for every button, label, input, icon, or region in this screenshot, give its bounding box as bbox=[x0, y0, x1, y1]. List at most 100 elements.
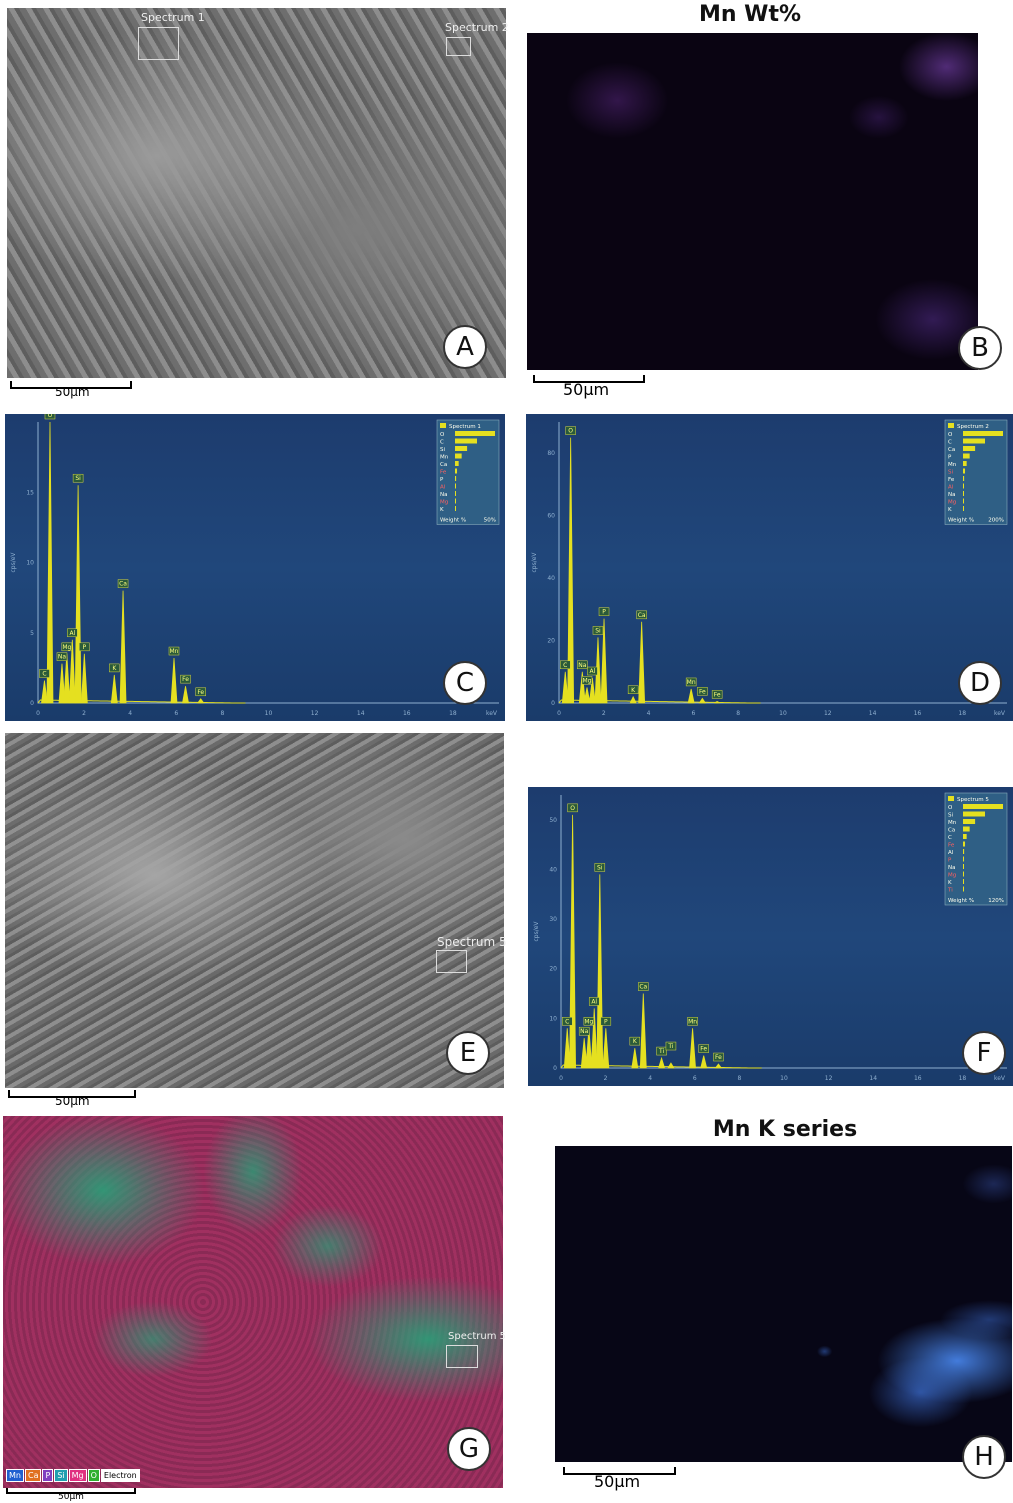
roi-spectrum-1-label: Spectrum 1 bbox=[141, 11, 205, 24]
panel-e-sem-image bbox=[5, 733, 504, 1088]
spectrum-peak-ca bbox=[119, 590, 127, 704]
panel-a-sem-image bbox=[7, 8, 506, 378]
svg-text:200%: 200% bbox=[988, 518, 1004, 524]
svg-text:Fe: Fe bbox=[197, 689, 204, 696]
panel-d-spectrum: cps/eV keV 0 2 4 6 8 10 12 14 16 18 0 20 40 60 80 O Ca P Si N… bbox=[526, 414, 1013, 721]
svg-text:O: O bbox=[948, 805, 953, 811]
svg-text:Spectrum 1: Spectrum 1 bbox=[449, 424, 481, 430]
spectrum-peak-o bbox=[46, 421, 54, 704]
map-key-ca: Ca bbox=[24, 1469, 42, 1482]
spectrum-peak-fe bbox=[698, 697, 707, 704]
svg-text:Si: Si bbox=[440, 447, 445, 453]
spectrum-peak-na bbox=[58, 663, 66, 704]
spectrum-peak-si bbox=[596, 874, 604, 1069]
panel-b-letter: B bbox=[958, 326, 1002, 370]
svg-text:Ti: Ti bbox=[947, 888, 953, 894]
svg-text:Spectrum 5: Spectrum 5 bbox=[957, 797, 989, 803]
svg-text:Na: Na bbox=[440, 492, 448, 498]
spectrum-peak-al bbox=[68, 639, 76, 704]
x-tick-label: 4 bbox=[128, 710, 132, 717]
x-tick-label: 0 bbox=[559, 1075, 563, 1082]
svg-text:Al: Al bbox=[440, 485, 446, 491]
svg-text:Fe: Fe bbox=[182, 676, 189, 683]
svg-text:Mg: Mg bbox=[948, 873, 956, 879]
svg-text:Weight %: Weight % bbox=[948, 898, 974, 904]
x-tick-label: 2 bbox=[82, 710, 86, 717]
spectrum-peak-ti bbox=[658, 1056, 666, 1069]
peak-label-fe: Fe bbox=[697, 687, 708, 696]
peak-label-al: Al bbox=[587, 666, 598, 676]
svg-text:Weight %: Weight % bbox=[440, 518, 466, 524]
panel-e-letter: E bbox=[446, 1031, 490, 1075]
spectrum-peak-fe bbox=[700, 1055, 708, 1069]
map-key-electron: Electron bbox=[100, 1469, 140, 1482]
svg-text:Ca: Ca bbox=[638, 612, 646, 619]
roi-spectrum-5-map-label: Spectrum 5 bbox=[448, 1331, 506, 1342]
y-tick-label: 0 bbox=[553, 1065, 557, 1072]
y-tick-label: 20 bbox=[549, 966, 557, 973]
roi-spectrum-5[interactable] bbox=[436, 950, 467, 973]
svg-text:P: P bbox=[83, 644, 87, 651]
x-tick-label: 4 bbox=[648, 1075, 652, 1082]
roi-spectrum-5-label: Spectrum 5 bbox=[437, 935, 507, 949]
x-tick-label: 10 bbox=[265, 710, 273, 717]
svg-text:O: O bbox=[570, 805, 575, 812]
svg-text:O: O bbox=[948, 432, 953, 438]
x-tick-label: 2 bbox=[602, 710, 606, 717]
roi-spectrum-5-map[interactable] bbox=[446, 1345, 478, 1368]
x-tick-label: 16 bbox=[914, 1075, 922, 1082]
spectrum-peak-k bbox=[631, 1048, 639, 1069]
peak-label-k: K bbox=[109, 663, 120, 673]
spectrum-peak-mn bbox=[687, 688, 695, 704]
panel-g-scale-label: 50µm bbox=[58, 1492, 84, 1502]
peak-label-mg: Mg bbox=[61, 642, 73, 652]
panel-c-spectrum: cps/eV keV 0 2 4 6 8 10 12 14 16 18 0 5 10 15 O Si Ca Mn Al M… bbox=[5, 410, 505, 721]
map-key-mn: Mn bbox=[6, 1469, 24, 1482]
spectrum-axes bbox=[560, 795, 1007, 1069]
spectrum-axes bbox=[37, 422, 499, 704]
y-tick-label: 0 bbox=[30, 700, 34, 707]
roi-spectrum-2[interactable] bbox=[446, 37, 471, 56]
spectrum-xunit: keV bbox=[486, 710, 498, 717]
spectrum-peak-fe bbox=[182, 686, 189, 704]
spectrum-xunit: keV bbox=[994, 710, 1006, 717]
peak-label-fe: Fe bbox=[698, 1044, 709, 1053]
y-tick-label: 50 bbox=[549, 817, 557, 824]
panel-g-letter: G bbox=[447, 1427, 491, 1471]
panel-a-letter: A bbox=[443, 325, 487, 369]
peak-label-o: O bbox=[44, 410, 56, 420]
peak-label-si: Si bbox=[594, 863, 606, 872]
peak-label-na: Na bbox=[578, 1026, 590, 1036]
svg-text:Si: Si bbox=[595, 627, 601, 634]
x-tick-label: 12 bbox=[824, 710, 832, 717]
spectrum-peak-si bbox=[74, 485, 82, 704]
svg-text:50%: 50% bbox=[484, 518, 496, 524]
svg-text:Spectrum 2: Spectrum 2 bbox=[957, 424, 989, 430]
x-tick-label: 12 bbox=[825, 1075, 833, 1082]
y-tick-label: 5 bbox=[30, 630, 34, 637]
roi-spectrum-1[interactable] bbox=[138, 27, 179, 60]
peak-label-fe: Fe bbox=[711, 690, 723, 699]
x-tick-label: 16 bbox=[403, 710, 411, 717]
svg-text:O: O bbox=[440, 432, 445, 438]
spectrum-f-chart: cps/eV keV 0 2 4 6 8 10 12 14 16 18 0 10 20 30 40 50 O Si Ca… bbox=[533, 792, 1008, 1082]
svg-text:K: K bbox=[948, 507, 952, 513]
x-tick-label: 10 bbox=[779, 710, 787, 717]
svg-text:Ca: Ca bbox=[119, 581, 127, 588]
svg-text:Na: Na bbox=[948, 492, 956, 498]
panel-f-letter: F bbox=[962, 1031, 1006, 1075]
peak-label-p: P bbox=[600, 1017, 612, 1026]
roi-spectrum-2-label: Spectrum 2 bbox=[445, 21, 509, 34]
svg-text:Ca: Ca bbox=[948, 828, 955, 834]
spectrum-peak-ca bbox=[639, 993, 647, 1069]
spectrum-peak-k bbox=[629, 695, 637, 704]
spectrum-peak-k bbox=[110, 674, 118, 704]
spectrum-xunit: keV bbox=[994, 1075, 1006, 1082]
map-key-p: P bbox=[42, 1469, 54, 1482]
map-key-o: O bbox=[87, 1469, 100, 1482]
peak-label-c: C bbox=[561, 1017, 573, 1026]
svg-text:C: C bbox=[948, 835, 952, 841]
x-tick-label: 10 bbox=[780, 1075, 788, 1082]
